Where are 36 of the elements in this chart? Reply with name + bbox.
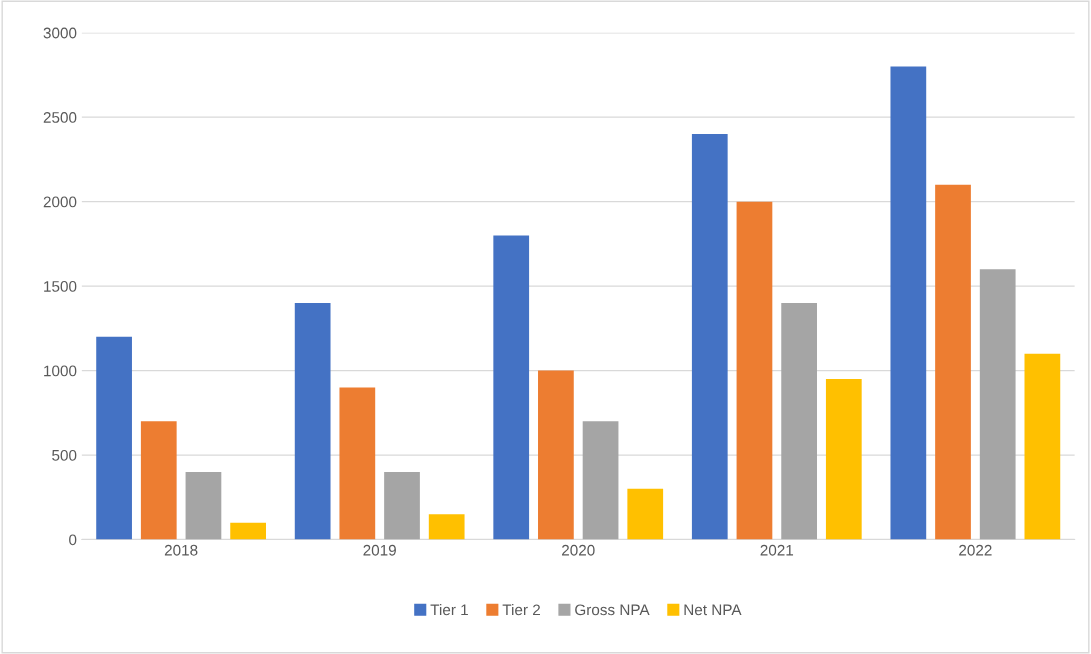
bar — [339, 387, 376, 540]
x-tick-label: 2018 — [164, 544, 198, 556]
y-tick-label: 500 — [52, 449, 77, 461]
y-tick-label: 0 — [69, 534, 77, 546]
bar — [428, 514, 465, 540]
bar — [538, 370, 574, 540]
bar — [1024, 353, 1061, 540]
x-tick-label: 2019 — [363, 544, 396, 556]
bar — [979, 269, 1016, 540]
bar — [890, 66, 927, 540]
y-tick-label: 1500 — [44, 280, 77, 292]
bar — [384, 471, 420, 540]
x-tick-label: 2022 — [959, 544, 992, 556]
bar — [294, 303, 331, 540]
bar — [185, 471, 222, 540]
bar — [493, 235, 530, 540]
bar — [691, 134, 728, 540]
y-tick-label: 2500 — [43, 112, 77, 123]
bar — [96, 336, 132, 540]
bar — [230, 522, 266, 540]
y-tick-label: 3000 — [43, 27, 77, 39]
bar — [627, 488, 664, 540]
x-tick-label: 2020 — [562, 544, 595, 556]
y-tick-label: 2000 — [43, 196, 77, 208]
bar — [736, 201, 773, 540]
legend-label: Net NPA — [684, 604, 742, 616]
bar — [825, 379, 862, 540]
legend-label: Tier 1 — [430, 603, 468, 616]
x-tick-label: 2021 — [760, 544, 794, 556]
legend-label: Gross NPA — [575, 604, 650, 616]
legend-label: Tier 2 — [502, 603, 540, 616]
y-tick-label: 1000 — [44, 365, 77, 377]
bar — [140, 421, 177, 540]
bar — [935, 184, 971, 540]
bar — [582, 421, 619, 540]
bar — [781, 303, 817, 540]
